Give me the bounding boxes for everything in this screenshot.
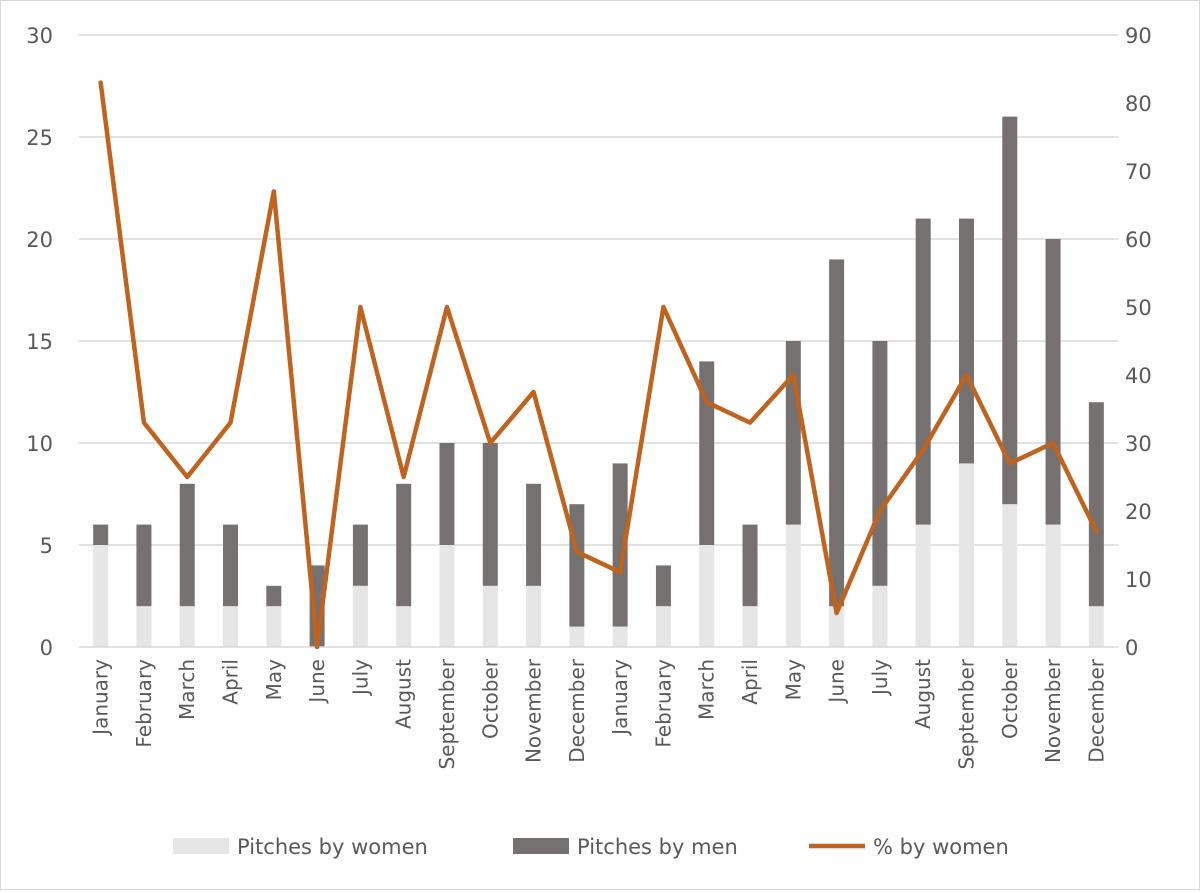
bar-women xyxy=(958,463,974,647)
bar-men xyxy=(396,483,412,607)
bar-women xyxy=(223,606,239,647)
bar-women xyxy=(93,545,109,647)
left-axis-tick-label: 15 xyxy=(26,330,53,354)
bar-men xyxy=(352,524,368,586)
right-axis-tick-label: 70 xyxy=(1125,160,1152,184)
bar-men xyxy=(179,483,195,607)
category-label: August xyxy=(392,659,416,729)
bar-men xyxy=(526,483,542,586)
bar-men xyxy=(569,504,585,627)
category-label: December xyxy=(565,658,589,762)
category-label: July xyxy=(868,659,892,697)
legend-label: Pitches by women xyxy=(237,835,428,859)
bar-men xyxy=(915,218,931,525)
category-label: August xyxy=(911,659,935,729)
bar-men xyxy=(655,565,671,607)
bar-women xyxy=(352,585,368,647)
bar-women xyxy=(655,606,671,647)
bar-women xyxy=(1088,606,1104,647)
right-axis-tick-label: 30 xyxy=(1125,432,1152,456)
right-axis-tick-label: 40 xyxy=(1125,364,1152,388)
legend-label: % by women xyxy=(873,835,1009,859)
bar-women xyxy=(179,606,195,647)
bar-men xyxy=(1002,116,1018,505)
bar-women xyxy=(699,545,715,647)
bar-men xyxy=(1088,402,1104,607)
bar-women xyxy=(742,606,758,647)
category-label: April xyxy=(219,659,243,705)
bar-men xyxy=(439,443,455,545)
bar-men xyxy=(742,524,758,607)
bar-women xyxy=(829,606,845,647)
bar-women xyxy=(785,524,801,647)
category-label: March xyxy=(175,659,199,720)
bar-women xyxy=(482,585,498,647)
left-axis-tick-label: 5 xyxy=(40,534,53,558)
category-label: November xyxy=(522,658,546,763)
legend-swatch-women xyxy=(173,838,229,854)
category-label: October xyxy=(478,658,502,739)
right-axis-tick-label: 90 xyxy=(1125,24,1152,48)
right-axis-tick-label: 10 xyxy=(1125,568,1152,592)
bar-women xyxy=(136,606,152,647)
left-axis-tick-label: 30 xyxy=(26,24,53,48)
right-axis-tick-label: 80 xyxy=(1125,92,1152,116)
bar-men xyxy=(93,524,109,545)
left-axis-tick-label: 0 xyxy=(40,636,53,660)
bar-men xyxy=(136,524,152,607)
right-axis-tick-label: 0 xyxy=(1125,636,1138,660)
right-axis-tick-label: 20 xyxy=(1125,500,1152,524)
category-label: April xyxy=(738,659,762,705)
bar-women xyxy=(569,626,585,647)
bar-women xyxy=(396,606,412,647)
bar-men xyxy=(1045,239,1061,525)
bar-women xyxy=(915,524,931,647)
bar-men xyxy=(958,218,974,464)
bar-men xyxy=(829,259,845,607)
category-label: May xyxy=(781,659,805,701)
category-label: January xyxy=(608,659,632,737)
category-label: May xyxy=(262,659,286,701)
category-label: June xyxy=(305,659,329,705)
category-label: October xyxy=(998,658,1022,739)
legend-label: Pitches by men xyxy=(577,835,738,859)
bar-men xyxy=(872,341,888,586)
category-label: September xyxy=(435,658,459,769)
bar-men xyxy=(482,443,498,586)
bar-women xyxy=(439,545,455,647)
bar-women xyxy=(266,606,282,647)
bar-men xyxy=(785,341,801,525)
left-axis-tick-label: 10 xyxy=(26,432,53,456)
left-axis-tick-label: 20 xyxy=(26,228,53,252)
line-percent-women xyxy=(98,80,1099,650)
category-label: June xyxy=(825,659,849,705)
bar-men xyxy=(223,524,239,607)
right-axis-tick-label: 60 xyxy=(1125,228,1152,252)
category-label: March xyxy=(695,659,719,720)
category-label: September xyxy=(954,658,978,769)
bar-women xyxy=(526,585,542,647)
bar-women xyxy=(872,585,888,647)
bar-men xyxy=(699,361,715,545)
bar-women xyxy=(612,626,628,647)
category-label: December xyxy=(1084,658,1108,762)
left-axis-tick-label: 25 xyxy=(26,126,53,150)
category-label: January xyxy=(89,659,113,737)
bar-women xyxy=(1002,504,1018,647)
category-label: February xyxy=(132,659,156,748)
right-axis-tick-label: 50 xyxy=(1125,296,1152,320)
bar-women xyxy=(1045,524,1061,647)
category-label: July xyxy=(348,659,372,697)
category-label: November xyxy=(1041,658,1065,763)
category-label: February xyxy=(651,659,675,748)
legend-swatch-men xyxy=(513,838,569,854)
bar-men xyxy=(612,463,628,627)
bar-men xyxy=(266,585,282,607)
